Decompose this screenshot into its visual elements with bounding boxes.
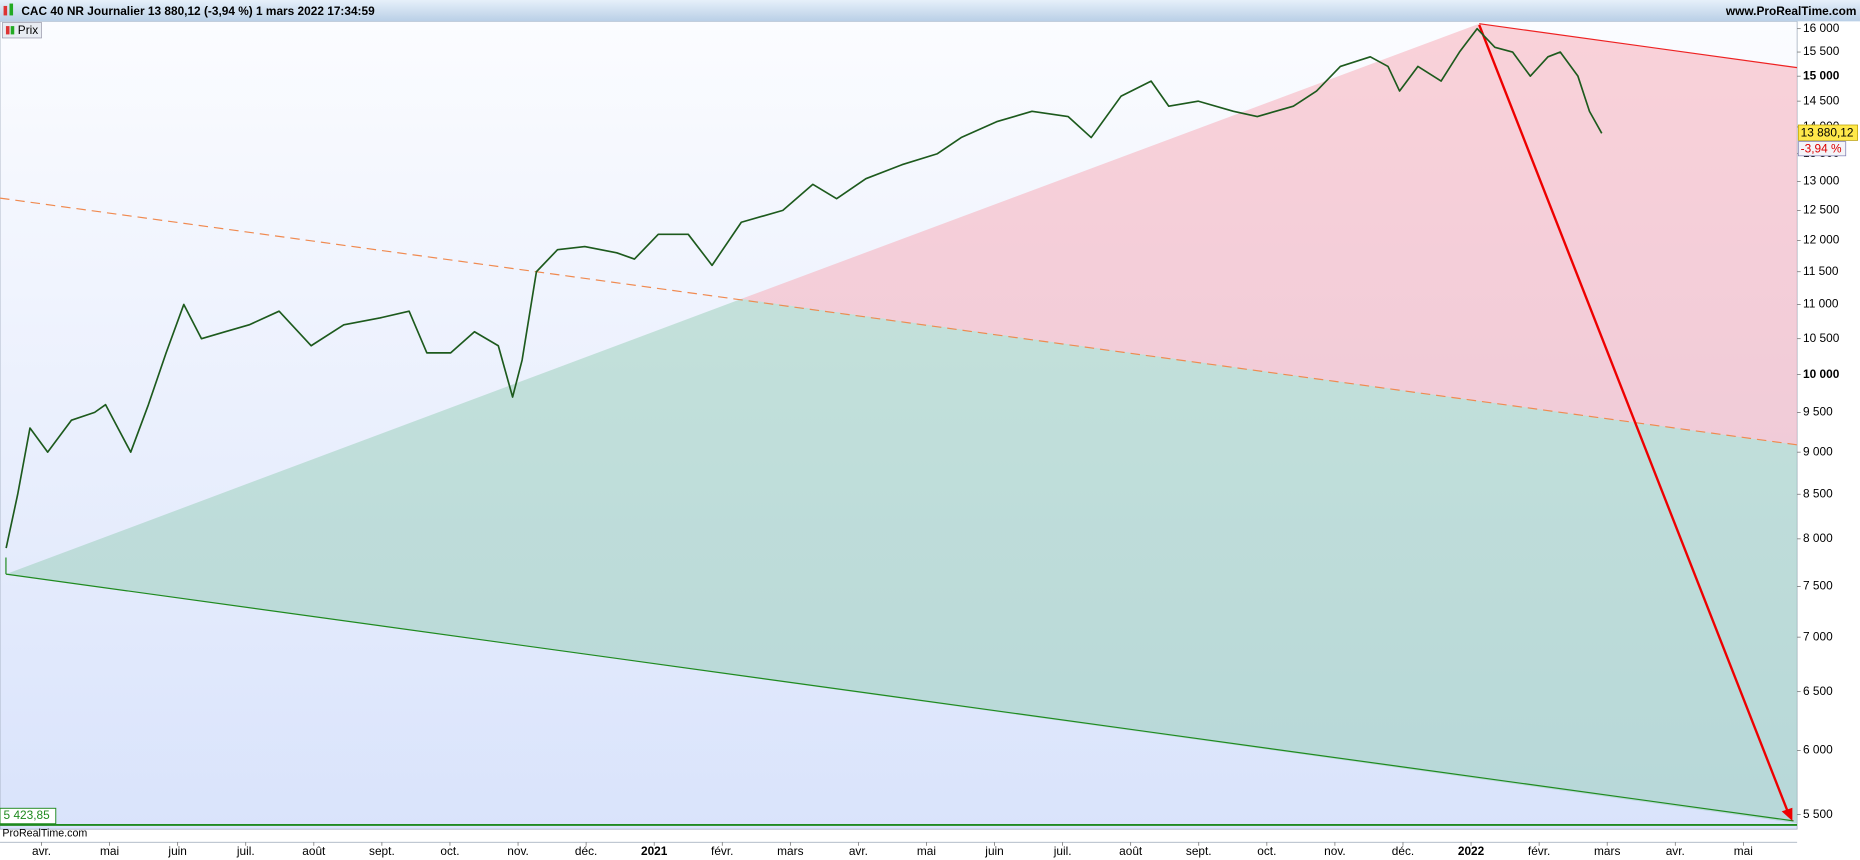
chart-title: CAC 40 NR Journalier 13 880,12 (-3,94 %)…: [21, 4, 375, 18]
arrow-head: [1781, 807, 1793, 821]
y-tick-label: 6 000: [1803, 743, 1833, 757]
price-tag-label: 13 880,12: [1801, 125, 1854, 139]
y-tick-label: 8 500: [1803, 486, 1833, 500]
x-tick-label: sept.: [369, 844, 395, 858]
y-tick-label: 6 500: [1803, 684, 1833, 698]
legend-swatch: [10, 26, 15, 35]
zone-red: [741, 23, 1798, 445]
x-tick-label: nov.: [507, 844, 529, 858]
x-tick-label: déc.: [575, 844, 597, 858]
marks: [0, 27, 1798, 826]
x-tick-label: 2021: [641, 844, 668, 858]
y-tick-label: 7 500: [1803, 578, 1833, 592]
x-tick-label: août: [302, 844, 326, 858]
x-tick-label: avr.: [32, 844, 51, 858]
legend-swatch: [5, 26, 10, 35]
x-tick-label: avr.: [1666, 844, 1685, 858]
red-line: [1479, 23, 1798, 69]
y-tick-label: 5 500: [1803, 807, 1833, 821]
x-tick-label: févr.: [711, 844, 733, 858]
x-tick-label: déc.: [1392, 844, 1414, 858]
x-tick-label: oct.: [440, 844, 459, 858]
level-tag: [0, 807, 57, 825]
y-tick-label: 13 000: [1803, 174, 1840, 188]
x-tick-label: juin: [167, 844, 186, 858]
zone-green: [5, 298, 1798, 824]
x-tick-label: avr.: [849, 844, 868, 858]
x-tick-label: mai: [917, 844, 936, 858]
x-tick-label: nov.: [1324, 844, 1346, 858]
y-tick-label: 9 000: [1803, 444, 1833, 458]
change-tag: [1797, 141, 1847, 157]
y-tick-label: 10 000: [1803, 367, 1840, 381]
y-tick-label: 11 000: [1803, 297, 1839, 311]
x-tick-label: mai: [100, 844, 119, 858]
x-tick-label: sept.: [1186, 844, 1212, 858]
y-tick-label: 8 000: [1803, 531, 1833, 545]
x-tick-label: mars: [1594, 844, 1620, 858]
drawings: [0, 23, 1798, 824]
x-tick-label: févr.: [1528, 844, 1550, 858]
source: www.ProRealTime.com: [1725, 4, 1857, 18]
icon: [3, 5, 8, 16]
legend-label: Prix: [18, 23, 38, 37]
x-tick-label: juin: [984, 844, 1003, 858]
x-tick-label: août: [1119, 844, 1143, 858]
price-tag: [1797, 124, 1858, 141]
y-tick-label: 16 000: [1803, 21, 1840, 35]
y-tick-label: 14 500: [1803, 93, 1840, 107]
price-line: [5, 27, 1603, 549]
red-arrow: [1478, 24, 1789, 812]
x-tick-label: juil.: [236, 844, 255, 858]
green-line: [5, 573, 1794, 822]
y-tick-label: 15 500: [1803, 44, 1840, 58]
y-tick-label: 7 000: [1803, 629, 1833, 643]
x-tick-label: oct.: [1257, 844, 1276, 858]
y-tick-label: 9 500: [1803, 405, 1833, 419]
y-tick-label: 15 000: [1803, 68, 1840, 82]
y-tick-label: 10 500: [1803, 331, 1840, 345]
y-tick-label: 12 500: [1803, 203, 1840, 217]
x-tick-label: mai: [1734, 844, 1753, 858]
y-tick-label: 11 500: [1803, 264, 1839, 278]
dashed-line: [0, 197, 1798, 446]
change-label: -3,94 %: [1801, 141, 1842, 155]
level-label: 5 423,85: [4, 808, 51, 822]
watermark: ProRealTime.com: [2, 828, 87, 840]
x-tick-label: mars: [777, 844, 803, 858]
y-tick-label: 12 000: [1803, 233, 1840, 247]
title-bar: [0, 0, 1860, 22]
x-tick-label: juil.: [1053, 844, 1072, 858]
x-tick-label: 2022: [1458, 844, 1485, 858]
icon: [9, 3, 14, 16]
